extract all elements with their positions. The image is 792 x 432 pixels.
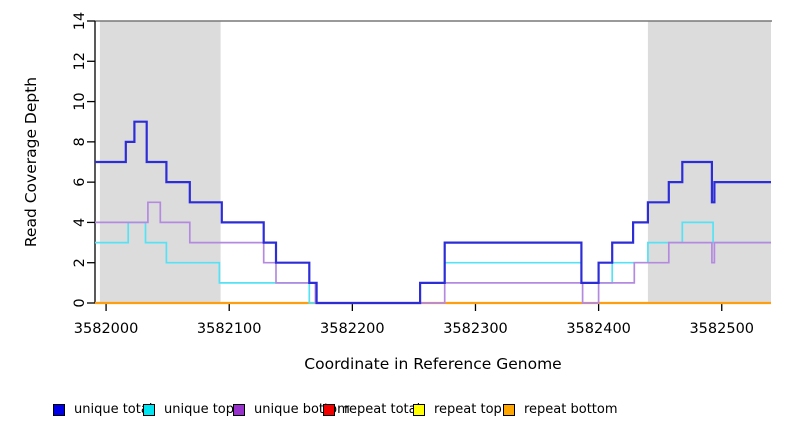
x-tick-label: 3582200 bbox=[320, 321, 385, 337]
x-tick-label: 3582100 bbox=[197, 321, 262, 337]
y-tick-label: 0 bbox=[72, 298, 88, 307]
x-tick-label: 3582400 bbox=[566, 321, 631, 337]
x-tick-label: 3582000 bbox=[74, 321, 139, 337]
series-unique-bottom bbox=[95, 201, 771, 304]
y-tick-label: 2 bbox=[72, 258, 88, 267]
y-tick-label: 10 bbox=[72, 92, 88, 110]
y-tick-label: 4 bbox=[72, 218, 88, 227]
y-tick-label: 14 bbox=[72, 12, 88, 30]
y-tick-label: 12 bbox=[72, 52, 88, 70]
y-tick-label: 8 bbox=[72, 137, 88, 146]
x-tick-label: 3582300 bbox=[443, 321, 508, 337]
y-axis-title: Read Coverage Depth bbox=[22, 77, 40, 247]
series-unique-total bbox=[95, 120, 771, 305]
x-tick-label: 3582500 bbox=[689, 321, 754, 337]
x-axis-title: Coordinate in Reference Genome bbox=[304, 355, 561, 373]
y-tick-label: 6 bbox=[72, 178, 88, 187]
